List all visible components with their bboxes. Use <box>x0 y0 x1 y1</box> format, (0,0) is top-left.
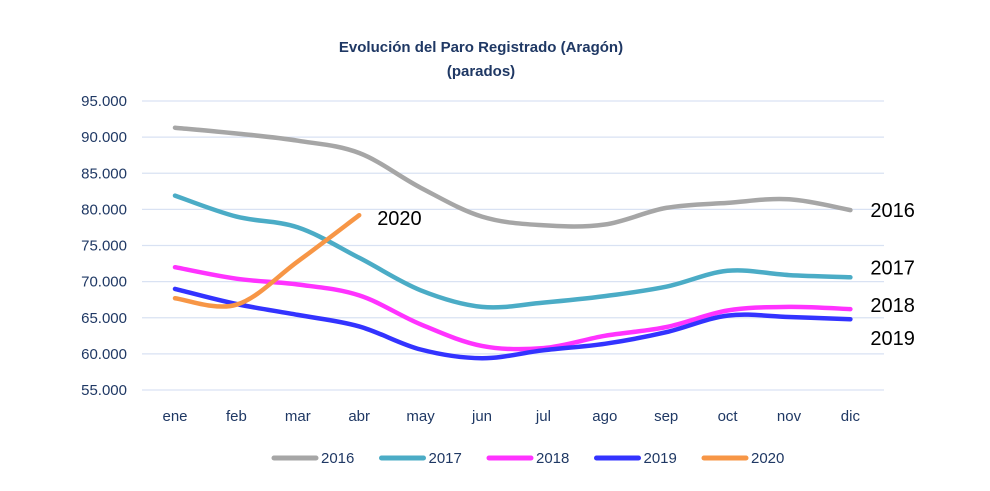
x-tick-label: may <box>406 408 435 425</box>
y-axis-ticks: 55.000 60.000 65.000 70.000 75.000 80.000 85.0… <box>81 93 127 399</box>
x-tick-label: nov <box>777 408 802 425</box>
y-tick-label: 80.000 <box>81 201 127 218</box>
y-tick-label: 60.000 <box>81 346 127 363</box>
x-tick-label: ago <box>592 408 617 425</box>
legend-label-2016: 2016 <box>321 450 354 467</box>
chart-subtitle: (parados) <box>447 63 515 80</box>
x-tick-label: ene <box>162 408 187 425</box>
legend-label-2019: 2019 <box>644 450 677 467</box>
y-tick-label: 90.000 <box>81 129 127 146</box>
series-end-label-2019: 2019 <box>870 328 915 350</box>
series-line-2020 <box>172 212 362 309</box>
legend: 2016 2017 2018 2019 2020 <box>271 450 784 467</box>
series-end-label-2020: 2020 <box>377 208 422 230</box>
y-tick-label: 75.000 <box>81 238 127 255</box>
x-tick-label: jul <box>535 408 551 425</box>
x-tick-label: abr <box>348 408 370 425</box>
x-tick-label: dic <box>841 408 861 425</box>
gridlines <box>142 100 884 391</box>
x-tick-label: sep <box>654 408 678 425</box>
x-tick-label: feb <box>226 408 247 425</box>
x-tick-label: jun <box>471 408 492 425</box>
chart-title: Evolución del Paro Registrado (Aragón) <box>339 39 623 56</box>
series-line-2019 <box>172 286 853 361</box>
series-lines <box>172 125 853 361</box>
series-line-2018 <box>172 264 853 352</box>
series-end-label-2017: 2017 <box>870 257 915 279</box>
legend-label-2018: 2018 <box>536 450 569 467</box>
y-tick-label: 70.000 <box>81 274 127 291</box>
x-tick-label: oct <box>718 408 739 425</box>
y-tick-label: 95.000 <box>81 93 127 110</box>
x-tick-label: mar <box>285 408 311 425</box>
y-tick-label: 65.000 <box>81 310 127 327</box>
y-tick-label: 85.000 <box>81 165 127 182</box>
y-tick-label: 55.000 <box>81 382 127 399</box>
series-end-labels: 2016 2017 2018 2019 2020 <box>377 200 915 350</box>
series-line-2016 <box>172 125 853 229</box>
legend-label-2017: 2017 <box>429 450 462 467</box>
series-line-2017 <box>172 193 853 310</box>
series-end-label-2018: 2018 <box>870 295 915 317</box>
series-end-label-2016: 2016 <box>870 200 915 222</box>
legend-label-2020: 2020 <box>751 450 784 467</box>
x-axis-ticks: ene feb mar abr may jun jul ago sep oct nov dic <box>162 408 860 425</box>
